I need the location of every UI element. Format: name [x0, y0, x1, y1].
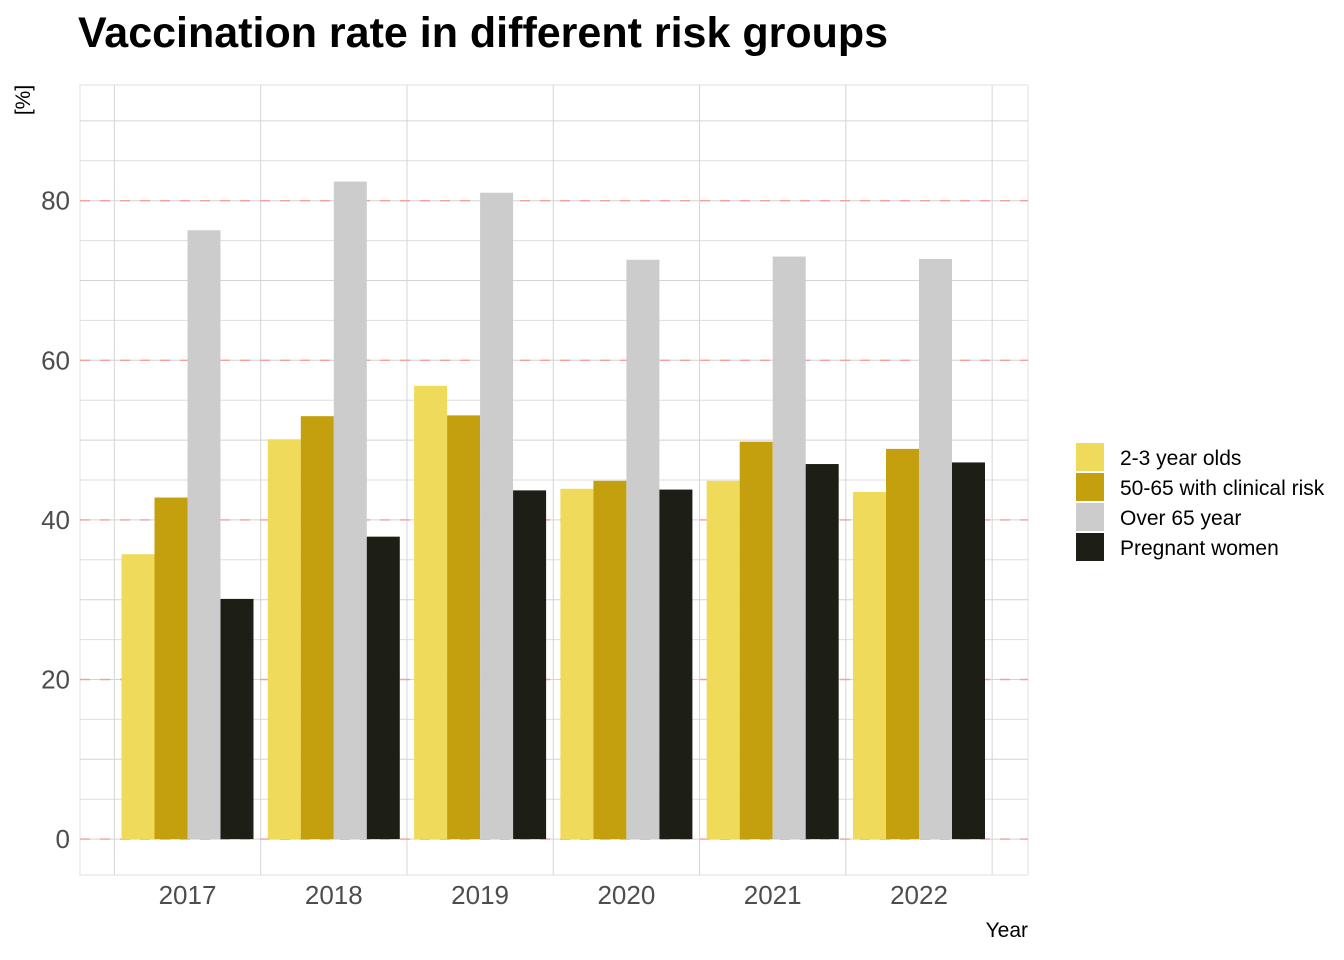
bar-pregnant-women-2022 — [952, 462, 985, 840]
legend-label: Over 65 year — [1120, 507, 1241, 530]
legend-swatch — [1076, 533, 1104, 561]
y-axis-label: [%] — [12, 85, 35, 115]
y-tick-labels: 0 20 40 60 80 — [41, 186, 70, 854]
y-tick-label: 60 — [41, 345, 70, 375]
x-tick-label: 2021 — [744, 880, 802, 910]
bar-pregnant-women-2020 — [659, 489, 693, 840]
bar-2-3-year-olds-2019 — [414, 385, 448, 840]
bar-pregnant-women-2018 — [366, 536, 400, 840]
legend-swatch — [1076, 473, 1104, 501]
bar-50-65-with-clinical-risk-2019 — [447, 415, 481, 840]
x-tick-labels: 2017 2018 2019 2020 2021 2022 — [159, 880, 948, 910]
legend-label: Pregnant women — [1120, 537, 1279, 560]
bar-50-65-with-clinical-risk-2020 — [593, 480, 627, 840]
bar-over-65-year-2020 — [626, 259, 660, 840]
x-tick-label: 2017 — [159, 880, 217, 910]
bar-2-3-year-olds-2022 — [853, 491, 886, 840]
bar-over-65-year-2019 — [480, 192, 514, 840]
bar-pregnant-women-2019 — [513, 490, 547, 840]
y-tick-label: 40 — [41, 505, 70, 535]
bars — [121, 181, 985, 840]
bar-over-65-year-2021 — [772, 256, 806, 840]
legend-swatch — [1076, 443, 1104, 471]
x-tick-label: 2020 — [597, 880, 655, 910]
legend-label: 50-65 with clinical risk — [1120, 477, 1325, 500]
y-tick-label: 20 — [41, 664, 70, 694]
chart-title: Vaccination rate in different risk group… — [78, 9, 888, 57]
bar-2-3-year-olds-2017 — [121, 554, 155, 840]
bar-pregnant-women-2017 — [220, 598, 254, 840]
y-tick-label: 0 — [56, 824, 70, 854]
bar-50-65-with-clinical-risk-2022 — [886, 448, 919, 840]
x-tick-label: 2022 — [890, 880, 948, 910]
bar-over-65-year-2018 — [333, 181, 367, 840]
x-tick-label: 2018 — [305, 880, 363, 910]
legend-label: 2-3 year olds — [1120, 447, 1241, 470]
bar-pregnant-women-2021 — [805, 464, 839, 840]
legend-swatch — [1076, 503, 1104, 531]
bar-2-3-year-olds-2018 — [267, 439, 301, 840]
legend: 2-3 year olds 50-65 with clinical risk Ove… — [1076, 443, 1325, 561]
bar-50-65-with-clinical-risk-2017 — [154, 497, 188, 840]
y-tick-label: 80 — [41, 186, 70, 216]
x-axis-label: Year — [986, 919, 1028, 942]
bar-over-65-year-2017 — [187, 230, 221, 840]
bar-2-3-year-olds-2020 — [560, 488, 594, 840]
bar-over-65-year-2022 — [919, 258, 952, 840]
bar-50-65-with-clinical-risk-2021 — [739, 441, 773, 840]
bar-2-3-year-olds-2021 — [706, 480, 740, 840]
bar-50-65-with-clinical-risk-2018 — [300, 416, 334, 840]
x-tick-label: 2019 — [451, 880, 509, 910]
